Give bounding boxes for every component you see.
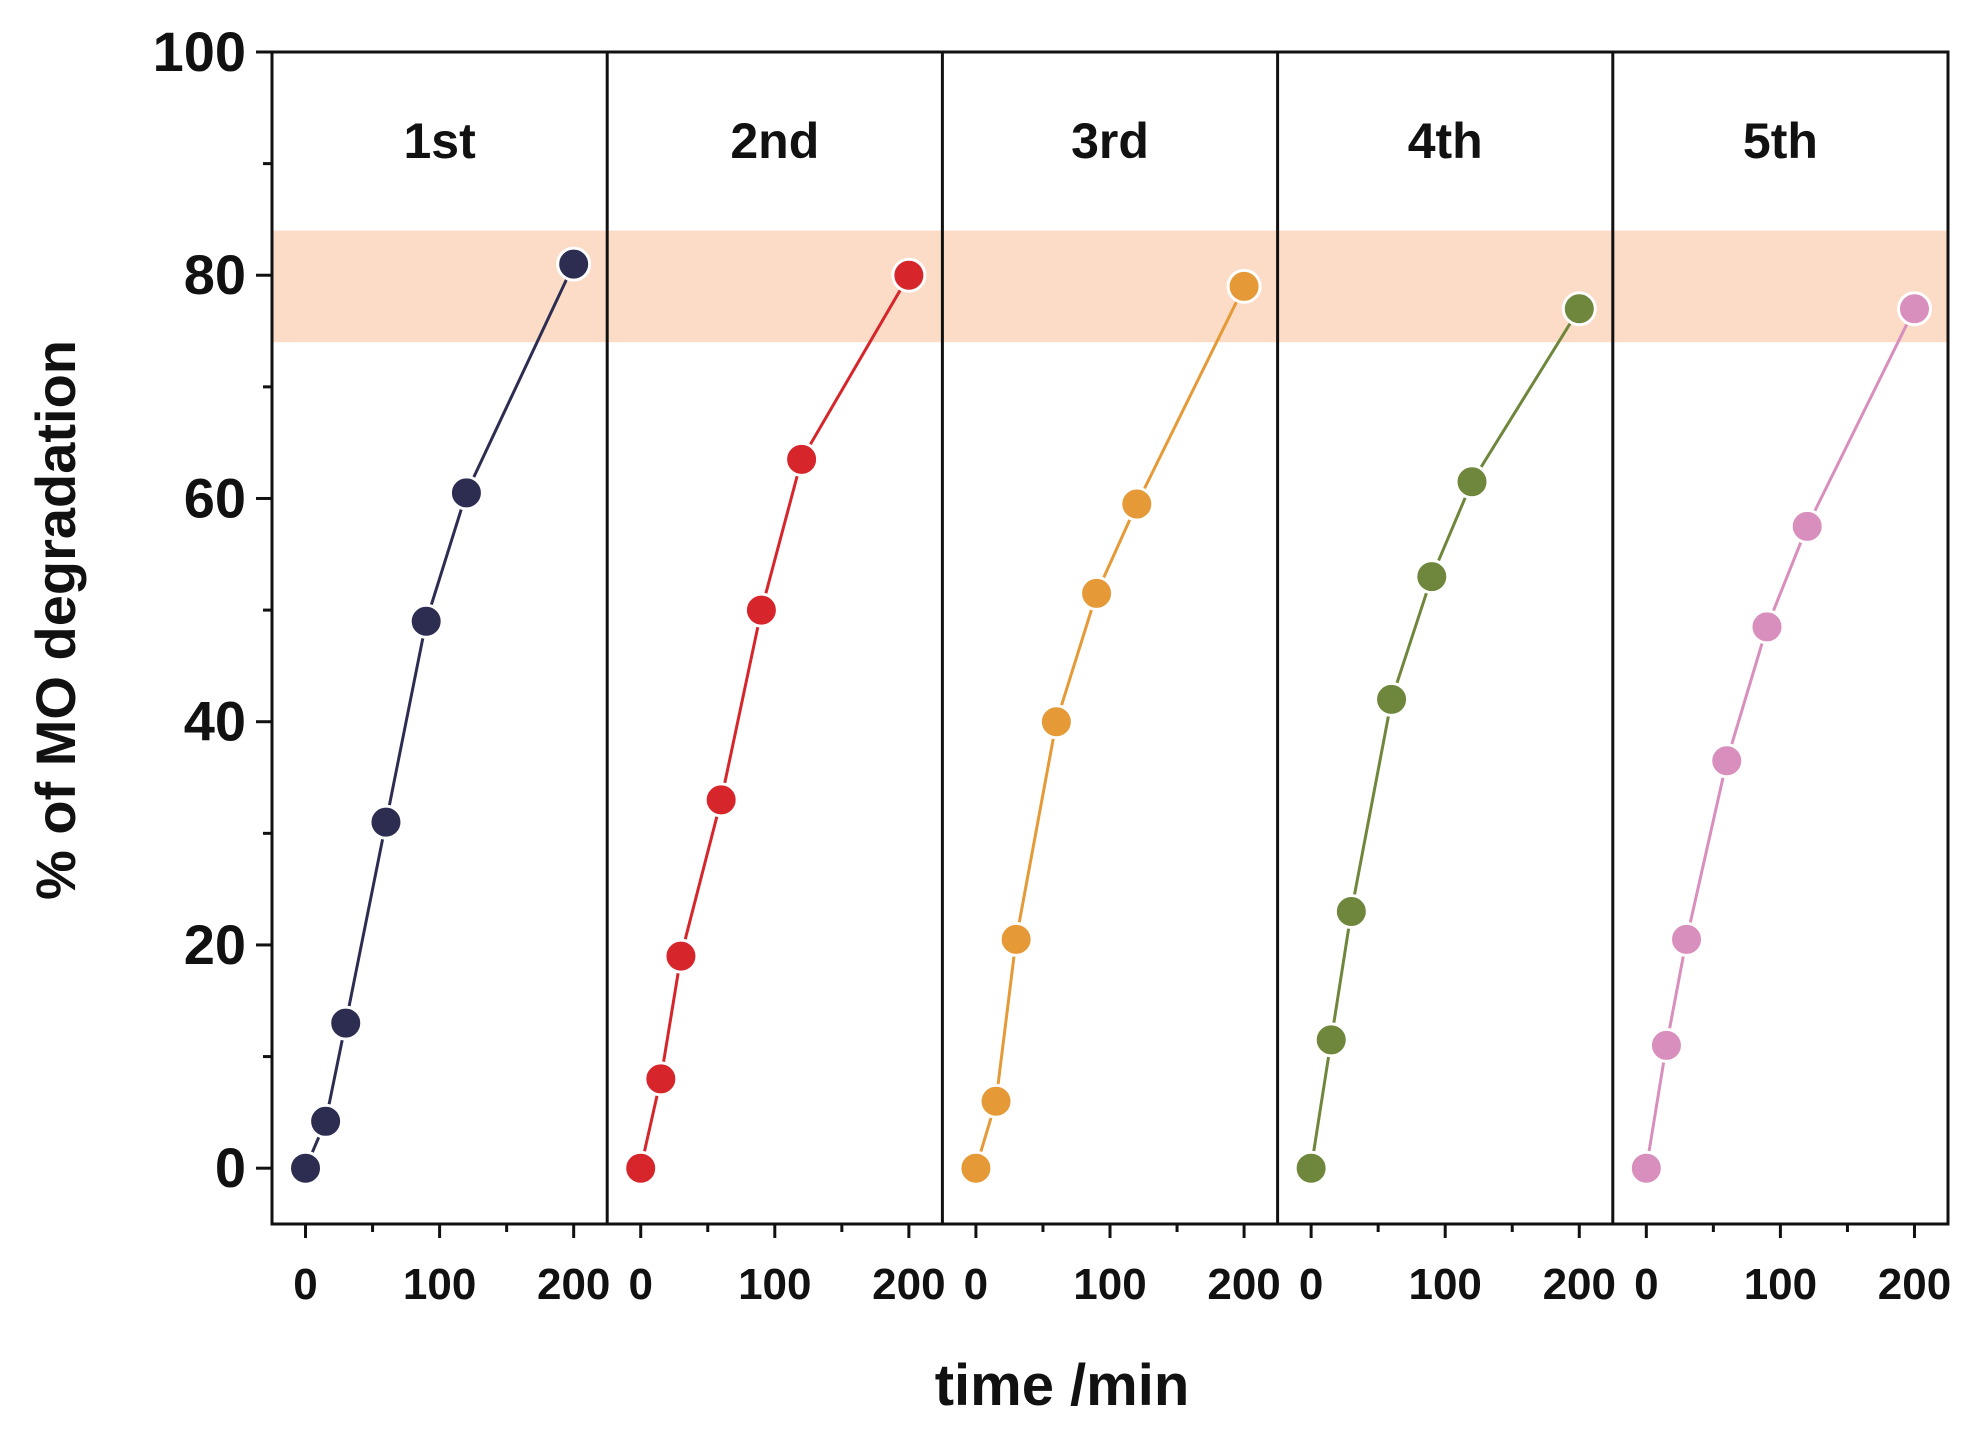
series-line-5th (1644, 308, 1916, 1169)
data-point-4th (1374, 681, 1410, 717)
panel-label-4th: 4th (1408, 113, 1483, 169)
data-point-5th (1789, 508, 1825, 544)
y-tick-label: 0 (215, 1136, 246, 1199)
data-point-4th (1561, 291, 1597, 327)
data-point-1st (308, 1103, 344, 1139)
data-point-1st (448, 475, 484, 511)
series-line-2nd (639, 274, 911, 1169)
data-point-5th (1709, 743, 1745, 779)
series-line-4th (1309, 307, 1581, 1169)
data-point-2nd (784, 441, 820, 477)
data-point-5th (1669, 921, 1705, 957)
x-tick-label: 200 (1207, 1260, 1280, 1309)
data-point-1st (328, 1005, 364, 1041)
x-axis-title: time /min (935, 1353, 1190, 1418)
y-tick-label: 20 (184, 913, 246, 976)
data-point-4th (1293, 1150, 1329, 1186)
plot-frame (270, 50, 1950, 1226)
data-point-1st (408, 603, 444, 639)
data-point-2nd (663, 938, 699, 974)
data-point-3rd (1079, 575, 1115, 611)
data-point-3rd (1119, 486, 1155, 522)
panel-label-5th: 5th (1743, 113, 1818, 169)
data-point-2nd (643, 1061, 679, 1097)
data-point-1st (556, 246, 592, 282)
x-tick-label: 0 (293, 1260, 317, 1309)
x-tick-label: 0 (628, 1260, 652, 1309)
data-point-3rd (998, 921, 1034, 957)
x-tick-label: 0 (1634, 1260, 1658, 1309)
series-line-3rd (974, 285, 1246, 1169)
plot-area: 0 20 40 60 80 100 0 100 200 1st 0 100 200 2nd 0 100 200 3… (153, 20, 1952, 1309)
y-tick-label: 80 (184, 243, 246, 306)
x-tick-label: 100 (1408, 1260, 1481, 1309)
y-tick-label: 100 (153, 20, 246, 83)
x-tick-label: 200 (872, 1260, 945, 1309)
data-point-4th (1414, 559, 1450, 595)
x-tick-label: 200 (1878, 1260, 1951, 1309)
y-axis-title: % of MO degradation (24, 340, 87, 900)
data-point-5th (1749, 609, 1785, 645)
x-tick-label: 100 (1744, 1260, 1817, 1309)
data-point-3rd (1226, 268, 1262, 304)
x-tick-label: 100 (738, 1260, 811, 1309)
panel-label-1st: 1st (403, 113, 476, 169)
panel-label-2nd: 2nd (730, 113, 819, 169)
data-point-1st (288, 1150, 324, 1186)
data-point-1st (368, 804, 404, 840)
data-point-5th (1628, 1150, 1664, 1186)
data-point-3rd (1038, 704, 1074, 740)
data-point-3rd (958, 1150, 994, 1186)
data-point-2nd (703, 782, 739, 818)
data-point-2nd (891, 257, 927, 293)
data-point-3rd (978, 1083, 1014, 1119)
data-point-4th (1333, 893, 1369, 929)
x-tick-label: 200 (1543, 1260, 1616, 1309)
data-point-2nd (743, 592, 779, 628)
panel-label-3rd: 3rd (1071, 113, 1149, 169)
x-tick-label: 0 (964, 1260, 988, 1309)
x-tick-label: 100 (403, 1260, 476, 1309)
x-tick-label: 200 (537, 1260, 610, 1309)
x-tick-label: 100 (1073, 1260, 1146, 1309)
data-point-4th (1454, 464, 1490, 500)
x-tick-label: 0 (1299, 1260, 1323, 1309)
data-point-2nd (623, 1150, 659, 1186)
y-tick-label: 40 (184, 690, 246, 753)
highlight-band (272, 230, 1948, 343)
data-point-5th (1896, 291, 1932, 327)
y-tick-label: 60 (184, 466, 246, 529)
data-point-4th (1313, 1022, 1349, 1058)
data-point-5th (1648, 1027, 1684, 1063)
